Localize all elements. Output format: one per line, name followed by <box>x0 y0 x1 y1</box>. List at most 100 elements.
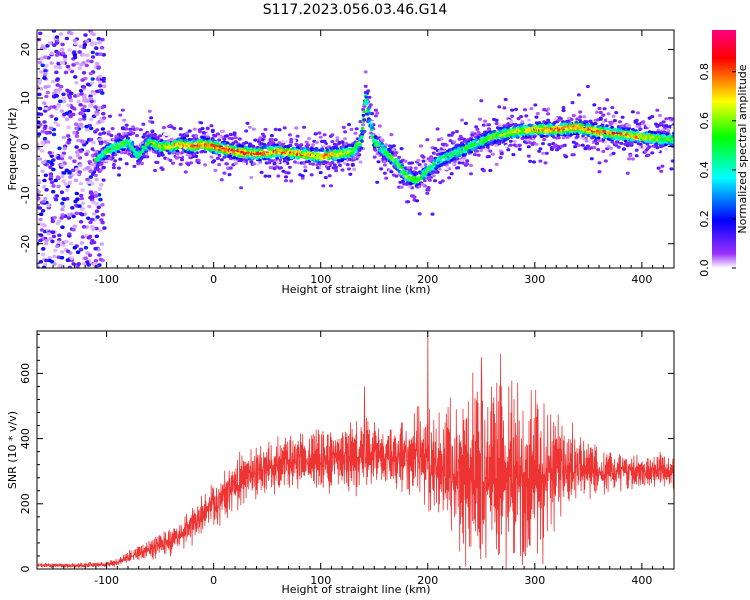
spectrogram-ridge-point <box>602 130 607 133</box>
spectrogram-noise-point <box>69 69 75 74</box>
spectrogram-noise-point <box>80 111 85 116</box>
spectrogram-ridge-point <box>277 141 282 145</box>
spectrogram-ridge-point <box>566 132 570 135</box>
spectrogram-halo-point <box>209 124 214 128</box>
spectrogram-ridge-point <box>463 150 468 154</box>
spectrogram-ridge-point <box>661 133 665 137</box>
spectrogram-noise-point <box>41 209 46 213</box>
spectrogram-ridge-point <box>498 123 502 127</box>
spectrogram-halo-point <box>588 119 593 123</box>
spectrogram-halo-point <box>353 131 358 135</box>
spectrogram-noise-point <box>46 232 51 236</box>
spectrogram-noise-point <box>96 205 102 210</box>
spectrogram-halo-point <box>293 160 297 164</box>
spectrogram-halo-point <box>128 129 133 133</box>
spectrogram-ridge-point <box>584 136 588 140</box>
spectrogram-noise-point <box>72 224 78 228</box>
spectrogram-noise-point <box>91 227 96 232</box>
spectrogram-halo-point <box>131 131 136 135</box>
spectrogram-halo-point <box>611 114 616 118</box>
spectrogram-noise-point <box>80 201 86 206</box>
spectrogram-ridge-point <box>152 144 157 147</box>
spectrogram-ridge-point <box>635 125 639 128</box>
spectrogram-ridge-point <box>121 148 125 152</box>
spectrogram-halo-point <box>222 137 227 141</box>
spectrogram-ridge-point <box>380 138 385 142</box>
spectrogram-halo-point <box>334 165 339 170</box>
spectrogram-noise-point <box>97 41 103 45</box>
spectrogram-noise-point <box>67 67 72 71</box>
spectrogram-halo-point <box>394 174 399 178</box>
spectrogram-ridge-point <box>484 148 489 152</box>
spectrogram-noise-point <box>76 99 81 104</box>
snr-y-tick-label: 200 <box>19 493 32 514</box>
spectrogram-ridge-point <box>614 140 619 144</box>
spectrogram-noise-point <box>44 106 49 111</box>
spectrogram-halo-point <box>382 163 387 167</box>
spectrogram-noise-point <box>55 83 60 87</box>
colorbar-tick-label: 0.2 <box>698 210 711 228</box>
spectrogram-noise-point <box>87 204 92 209</box>
spectrogram-noise-point <box>77 170 82 174</box>
spectrogram-noise-point <box>86 180 91 185</box>
spectrogram-ridge-point <box>343 142 348 146</box>
spectrogram-ridge-point <box>508 124 513 128</box>
spectrogram-halo-point <box>494 121 499 126</box>
spectrogram-noise-point <box>86 216 91 221</box>
spectrogram-ridge-point <box>318 162 322 166</box>
spectrogram-ridge-point <box>269 142 274 146</box>
spectrogram-ridge-point <box>351 153 356 157</box>
spectrogram-halo-point <box>111 166 116 170</box>
spectrogram-noise-point <box>57 65 63 70</box>
spectrogram-halo-point <box>361 107 366 112</box>
spectrogram-halo-point <box>219 158 224 162</box>
spectrogram-ridge-point <box>104 159 109 163</box>
spectrogram-ridge-point <box>528 123 533 127</box>
spectrogram-noise-point <box>54 194 60 198</box>
spectrogram-halo-point <box>263 174 268 178</box>
spectrogram-noise-point <box>60 213 65 217</box>
spectrogram-ridge-point <box>367 111 372 115</box>
spectrogram-noise-point <box>67 171 72 175</box>
spectrogram-ridge-point <box>552 121 557 125</box>
spectrogram-noise-point <box>84 124 89 129</box>
spectrogram-noise-point <box>91 212 97 216</box>
spectrogram-halo-point <box>610 140 615 144</box>
spectrogram-halo-point <box>625 171 630 175</box>
spectrogram-noise-point <box>55 221 60 226</box>
spectrogram-halo-point <box>215 156 220 160</box>
spectrogram-halo-point <box>594 110 599 114</box>
spectrogram-halo-point <box>200 127 205 131</box>
spectrogram-noise-point <box>64 239 69 244</box>
spectrogram-noise-point <box>40 252 46 257</box>
spectrogram-halo-point <box>304 140 309 144</box>
spectrogram-halo-point <box>382 171 387 175</box>
spectrogram-halo-point <box>162 126 166 130</box>
snr-x-tick-label: 200 <box>417 574 438 587</box>
spectrogram-noise-point <box>37 157 43 161</box>
spectrogram-noise-point <box>43 85 48 89</box>
spectrogram-halo-point <box>287 133 292 137</box>
spectrogram-ridge-point <box>316 152 321 156</box>
spectrogram-halo-point <box>661 120 666 124</box>
spectrogram-noise-point <box>95 52 100 56</box>
spectrogram-noise-point <box>51 189 56 194</box>
spectrogram-halo-point <box>135 134 139 138</box>
spectrogram-halo-point <box>426 188 431 192</box>
spectrogram-halo-point <box>670 117 674 121</box>
spectrogram-noise-point <box>61 179 66 183</box>
spectrogram-halo-point <box>368 103 373 107</box>
spectrogram-halo-point <box>230 136 235 141</box>
spectrogram-halo-point <box>327 174 332 178</box>
spectrogram-noise-point <box>37 206 42 210</box>
spectrogram-ridge-point <box>255 162 260 166</box>
spectrogram-halo-point <box>514 107 518 111</box>
spectrogram-noise-point <box>79 193 84 198</box>
spectrogram-noise-point <box>80 78 85 82</box>
snr-frame <box>36 330 675 570</box>
spectrogram-ridge-point <box>424 170 429 174</box>
spectrogram-halo-point <box>239 186 244 190</box>
spectrogram-noise-point <box>88 190 94 195</box>
spectrogram-noise-point <box>42 136 48 141</box>
spectrogram-noise-point <box>71 214 76 219</box>
